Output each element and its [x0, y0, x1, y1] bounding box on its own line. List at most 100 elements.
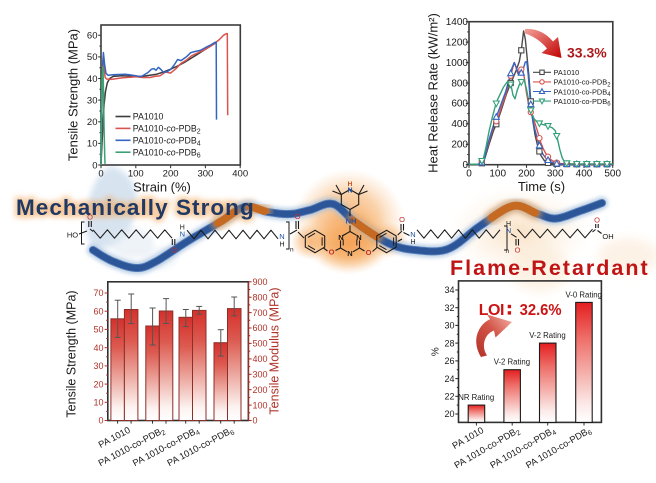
svg-text:700: 700	[253, 308, 268, 318]
svg-text:0: 0	[466, 168, 472, 179]
svg-text:0: 0	[462, 160, 468, 171]
svg-text:500: 500	[253, 339, 268, 349]
svg-text:PA1010: PA1010	[133, 112, 164, 122]
svg-text:Mechanically Strong: Mechanically Strong	[16, 195, 255, 220]
svg-text:30: 30	[93, 361, 103, 371]
svg-text:n: n	[506, 248, 510, 255]
svg-text:28: 28	[444, 338, 454, 348]
svg-text:V-2 Rating: V-2 Rating	[529, 331, 565, 340]
svg-text:300: 300	[547, 168, 564, 179]
svg-text:1000: 1000	[446, 58, 469, 69]
svg-text:800: 800	[451, 78, 468, 89]
svg-text:400: 400	[451, 119, 468, 130]
svg-text:0: 0	[92, 160, 97, 171]
svg-text:PA1010-co-PDB4: PA1010-co-PDB4	[554, 87, 612, 98]
svg-text:20: 20	[444, 409, 454, 419]
svg-text:600: 600	[451, 99, 468, 110]
svg-text:200: 200	[451, 140, 468, 151]
svg-text:O: O	[87, 213, 93, 222]
svg-text:O: O	[366, 248, 372, 257]
svg-text:10: 10	[93, 398, 103, 408]
svg-text:20: 20	[87, 117, 98, 128]
svg-text:Strain (%): Strain (%)	[133, 180, 191, 195]
svg-text:Heat Release Rate (kW/m²): Heat Release Rate (kW/m²)	[426, 13, 441, 173]
svg-text:PA1010-co-PDB6: PA1010-co-PDB6	[554, 97, 612, 108]
svg-text:H: H	[410, 239, 415, 246]
svg-text:70: 70	[93, 288, 103, 298]
svg-text:O: O	[295, 212, 301, 221]
svg-text:N: N	[356, 233, 361, 242]
svg-text:40: 40	[87, 74, 98, 85]
svg-text:n: n	[290, 247, 294, 254]
svg-text:800: 800	[253, 292, 268, 302]
svg-text:50: 50	[93, 325, 103, 335]
svg-text:30: 30	[444, 321, 454, 331]
svg-text:300: 300	[253, 370, 268, 380]
svg-text:Time (s): Time (s)	[518, 179, 565, 194]
svg-text:H: H	[180, 224, 185, 231]
svg-text:H: H	[279, 242, 284, 249]
svg-text:0: 0	[253, 416, 258, 426]
svg-text:OH: OH	[602, 232, 613, 241]
svg-text:N: N	[338, 233, 343, 242]
svg-text:200: 200	[518, 168, 535, 179]
svg-text:NR Rating: NR Rating	[458, 393, 494, 402]
svg-text:Flame-Retardant: Flame-Retardant	[450, 256, 650, 280]
svg-text:Tensile Modulus (MPa): Tensile Modulus (MPa)	[268, 287, 282, 414]
svg-text:600: 600	[253, 323, 268, 333]
svg-text:O: O	[171, 246, 177, 255]
svg-text:Mechanically Strong: Mechanically Strong	[16, 195, 255, 220]
svg-text:20: 20	[93, 379, 103, 389]
svg-text:HO: HO	[67, 231, 78, 240]
svg-text:PA1010: PA1010	[554, 68, 580, 77]
svg-text:1400: 1400	[446, 17, 469, 28]
svg-text:34: 34	[444, 285, 454, 295]
svg-text:PA1010-co-PDB2: PA1010-co-PDB2	[554, 78, 612, 89]
svg-text:300: 300	[197, 169, 213, 180]
svg-text:O: O	[594, 216, 600, 225]
svg-text:H: H	[348, 181, 353, 188]
svg-text:500: 500	[604, 168, 621, 179]
svg-text:33.3%: 33.3%	[567, 45, 607, 61]
svg-text:O: O	[515, 246, 521, 255]
svg-text:O: O	[329, 248, 335, 257]
svg-text:PA1010-co-PDB2: PA1010-co-PDB2	[133, 124, 201, 136]
svg-text:V-2 Rating: V-2 Rating	[494, 358, 530, 367]
svg-text:N: N	[506, 226, 511, 235]
svg-text:50: 50	[87, 52, 98, 63]
svg-text:0: 0	[98, 169, 103, 180]
svg-text:10: 10	[87, 139, 98, 150]
svg-text:900: 900	[253, 277, 268, 287]
svg-text:200: 200	[163, 169, 179, 180]
svg-text:100: 100	[253, 400, 268, 410]
svg-text:O: O	[399, 215, 405, 224]
svg-text:40: 40	[93, 343, 103, 353]
svg-text:400: 400	[576, 168, 593, 179]
svg-text:Tensile Strength (MPa): Tensile Strength (MPa)	[66, 29, 81, 161]
svg-text:N: N	[347, 188, 352, 195]
svg-text:32.6%: 32.6%	[520, 302, 562, 319]
svg-text:32: 32	[444, 303, 454, 313]
svg-text:%: %	[431, 347, 442, 356]
svg-text:400: 400	[253, 354, 268, 364]
svg-text:24: 24	[444, 374, 454, 384]
svg-text:60: 60	[87, 31, 98, 42]
svg-text:1200: 1200	[446, 37, 469, 48]
svg-text:22: 22	[444, 392, 454, 402]
svg-text:Tensile Strength (MPa): Tensile Strength (MPa)	[65, 290, 79, 417]
svg-text:V-0 Rating: V-0 Rating	[565, 290, 601, 299]
svg-text:100: 100	[489, 168, 506, 179]
svg-text:N: N	[347, 249, 352, 258]
svg-text:PA1010-co-PDB6: PA1010-co-PDB6	[133, 147, 201, 159]
svg-text:30: 30	[87, 95, 98, 106]
svg-text:100: 100	[128, 169, 144, 180]
svg-text:N: N	[279, 232, 284, 241]
svg-text:400: 400	[232, 169, 248, 180]
svg-text:200: 200	[253, 385, 268, 395]
svg-text:0: 0	[98, 416, 103, 426]
svg-text:LOI: LOI	[479, 302, 505, 319]
svg-text:N: N	[410, 230, 415, 239]
svg-text:H: H	[506, 221, 511, 228]
svg-text:60: 60	[93, 306, 103, 316]
svg-text:26: 26	[444, 356, 454, 366]
